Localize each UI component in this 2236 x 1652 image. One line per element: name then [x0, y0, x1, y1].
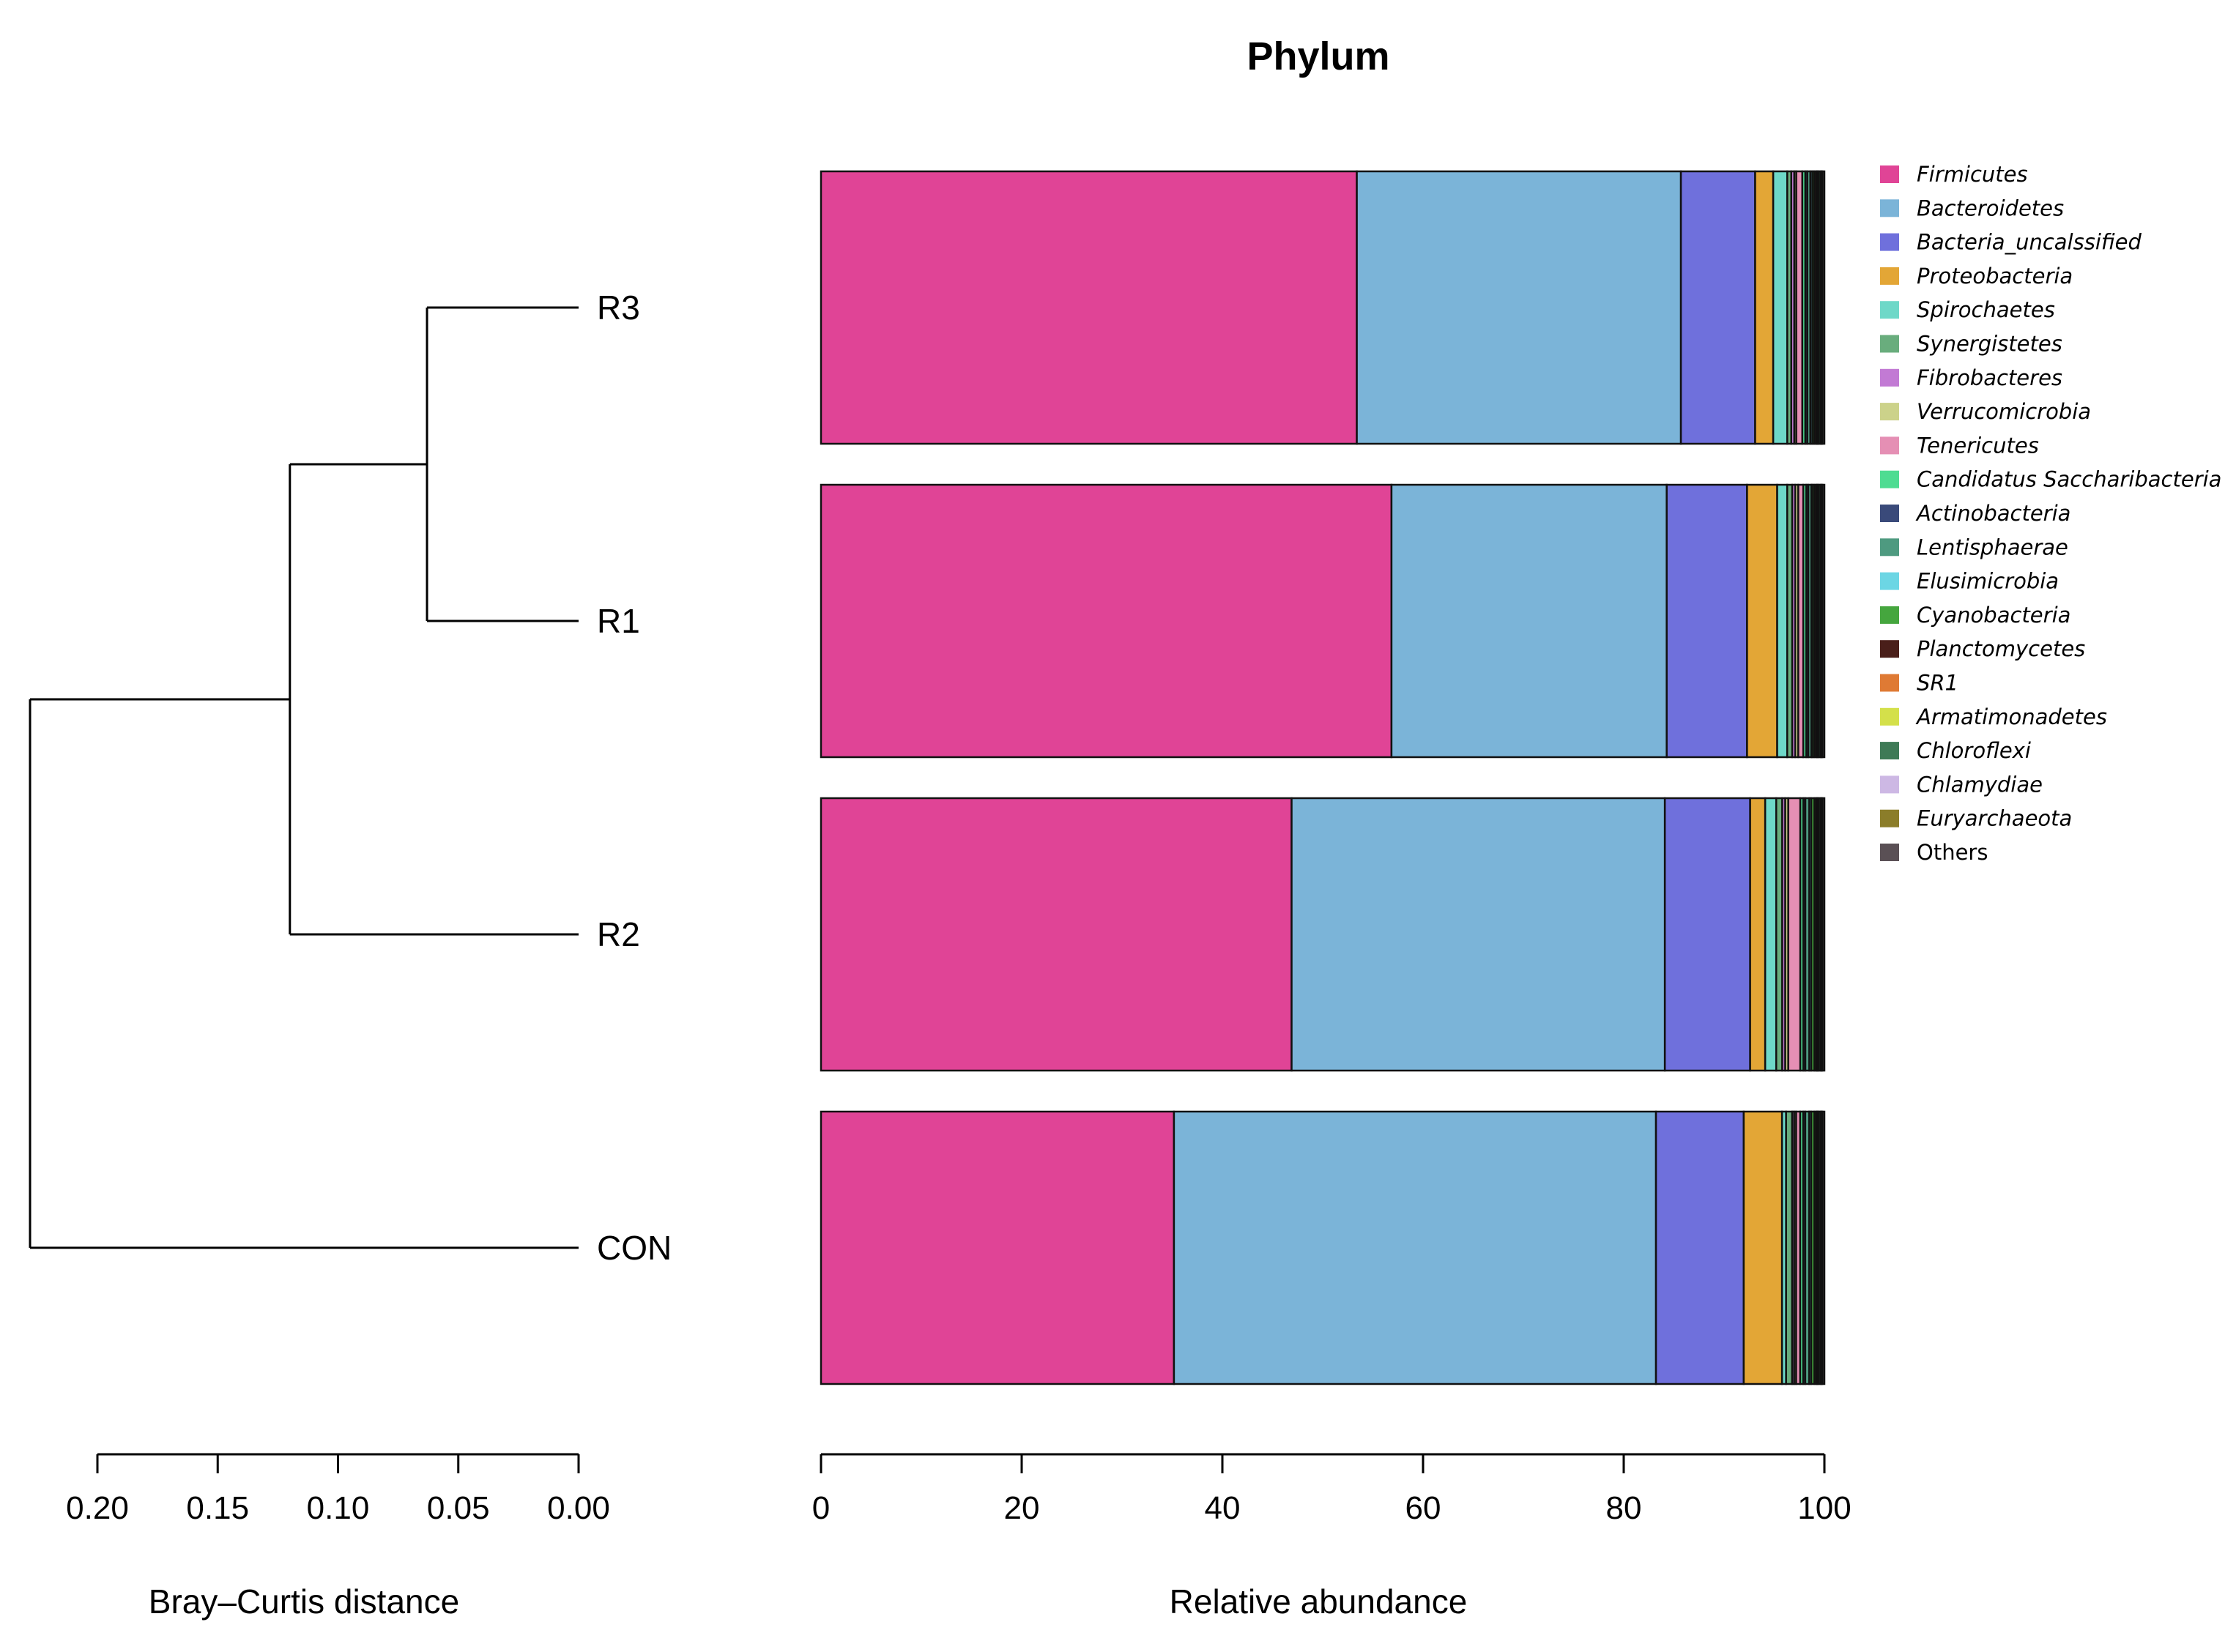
- bar-segment-r2-3: [1749, 797, 1767, 1072]
- legend-swatch: [1880, 538, 1899, 557]
- bar-segment-r3-0: [820, 170, 1358, 445]
- bar-segment-r2-8: [1787, 797, 1802, 1072]
- legend-swatch: [1880, 742, 1899, 760]
- bar-segment-r3-3: [1754, 170, 1775, 445]
- bar-tick-label: 20: [1004, 1490, 1040, 1526]
- bar-segment-r1-0: [820, 483, 1393, 759]
- bar-tick-label: 40: [1205, 1490, 1241, 1526]
- bar-segment-r3-4: [1772, 170, 1789, 445]
- dendrogram-tick-label: 0.20: [66, 1490, 129, 1526]
- legend-swatch: [1880, 199, 1899, 217]
- legend-swatch: [1880, 674, 1899, 692]
- legend-swatch: [1880, 809, 1899, 827]
- bar-tick-label: 100: [1797, 1490, 1851, 1526]
- legend-label: Cyanobacteria: [1917, 603, 2070, 628]
- dendrogram-tick-label: 0.05: [427, 1490, 490, 1526]
- bar-segment-con-1: [1173, 1110, 1657, 1385]
- dendrogram-leaf-label: R2: [597, 915, 640, 953]
- stacked-bar-panel: Phylum 0 20 40 60 80 100 Relative abundance: [812, 34, 1851, 1621]
- legend: Firmicutes Bacteroidetes Bacteria_uncalssi…: [1880, 162, 2221, 865]
- legend-swatch: [1880, 403, 1899, 421]
- legend-swatch: [1880, 707, 1899, 726]
- dendrogram-tick-label: 0.15: [186, 1490, 249, 1526]
- legend-label: Synergistetes: [1917, 332, 2062, 357]
- legend-swatch: [1880, 335, 1899, 353]
- legend-swatch: [1880, 301, 1899, 319]
- dendrogram-leaf-label: R1: [597, 602, 640, 640]
- legend-swatch: [1880, 470, 1899, 488]
- legend-swatch: [1880, 572, 1899, 590]
- legend-swatch: [1880, 606, 1899, 624]
- legend-label: Spirochaetes: [1917, 297, 2055, 322]
- bar-tick-label: 0: [812, 1490, 830, 1526]
- bar-segment-r2-4: [1764, 797, 1778, 1072]
- bar-segment-r2-1: [1290, 797, 1666, 1072]
- legend-label: Proteobacteria: [1917, 264, 2073, 289]
- legend-label: Euryarchaeota: [1917, 806, 2072, 831]
- legend-label: Bacteria_uncalssified: [1917, 230, 2142, 255]
- legend-label: Elusimicrobia: [1917, 569, 2059, 594]
- bar-segment-con-3: [1742, 1110, 1783, 1385]
- legend-swatch: [1880, 233, 1899, 251]
- bar-segment-con-20: [1821, 1110, 1826, 1385]
- bar-tick-label: 60: [1405, 1490, 1441, 1526]
- legend-swatch: [1880, 368, 1899, 387]
- bar-x-axis-title: Relative abundance: [1170, 1582, 1468, 1621]
- bar-segment-r2-0: [820, 797, 1293, 1072]
- legend-label: Firmicutes: [1917, 162, 2028, 187]
- legend-label: SR1: [1917, 671, 1958, 696]
- legend-swatch: [1880, 775, 1899, 794]
- legend-swatch: [1880, 505, 1899, 522]
- dendrogram-leaf-label: CON: [597, 1229, 672, 1267]
- legend-swatch: [1880, 436, 1899, 455]
- legend-swatch: [1880, 844, 1899, 861]
- bar-segment-con-0: [820, 1110, 1175, 1385]
- legend-label: Chlamydiae: [1917, 772, 2043, 797]
- legend-label: Tenericutes: [1917, 433, 2039, 458]
- bar-segment-r1-3: [1746, 483, 1778, 759]
- legend-label: Bacteroidetes: [1917, 196, 2064, 220]
- legend-label: Lentisphaerae: [1917, 535, 2068, 559]
- dendrogram-x-axis-title: Bray–Curtis distance: [149, 1582, 459, 1621]
- bar-segment-r3-1: [1356, 170, 1682, 445]
- legend-label: Chloroflexi: [1917, 738, 2031, 763]
- chart-title: Phylum: [1247, 34, 1389, 78]
- legend-swatch: [1880, 165, 1899, 183]
- dendrogram-tick-label: 0.10: [307, 1490, 370, 1526]
- bar-segment-r1-2: [1665, 483, 1748, 759]
- legend-label: Verrucomicrobia: [1917, 399, 2091, 424]
- bar-segment-con-2: [1654, 1110, 1745, 1385]
- legend-label: Candidatus Saccharibacteria: [1917, 467, 2221, 492]
- dendrogram-leaf-label: R3: [597, 289, 640, 327]
- bar-segment-r3-20: [1821, 170, 1826, 445]
- legend-swatch: [1880, 640, 1899, 658]
- legend-label: Fibrobacteres: [1917, 365, 2062, 390]
- dendrogram-panel: R3 R1 R2 CON 0.20 0.15 0.10 0.05 0.00 Bray–Curtis…: [29, 289, 672, 1621]
- legend-label: Others: [1917, 840, 1988, 865]
- dendrogram-tick-label: 0.00: [547, 1490, 610, 1526]
- bar-segment-r1-20: [1821, 483, 1826, 759]
- legend-label: Armatimonadetes: [1915, 704, 2107, 729]
- bar-segment-r2-20: [1821, 797, 1826, 1072]
- bar-segment-r1-1: [1390, 483, 1668, 759]
- legend-label: Planctomycetes: [1917, 636, 2085, 661]
- legend-label: Actinobacteria: [1915, 501, 2070, 526]
- legend-swatch: [1880, 267, 1899, 285]
- bar-segment-r2-2: [1663, 797, 1751, 1072]
- bar-segment-r3-2: [1679, 170, 1756, 445]
- bar-segment-r1-4: [1776, 483, 1789, 759]
- bar-tick-label: 80: [1606, 1490, 1642, 1526]
